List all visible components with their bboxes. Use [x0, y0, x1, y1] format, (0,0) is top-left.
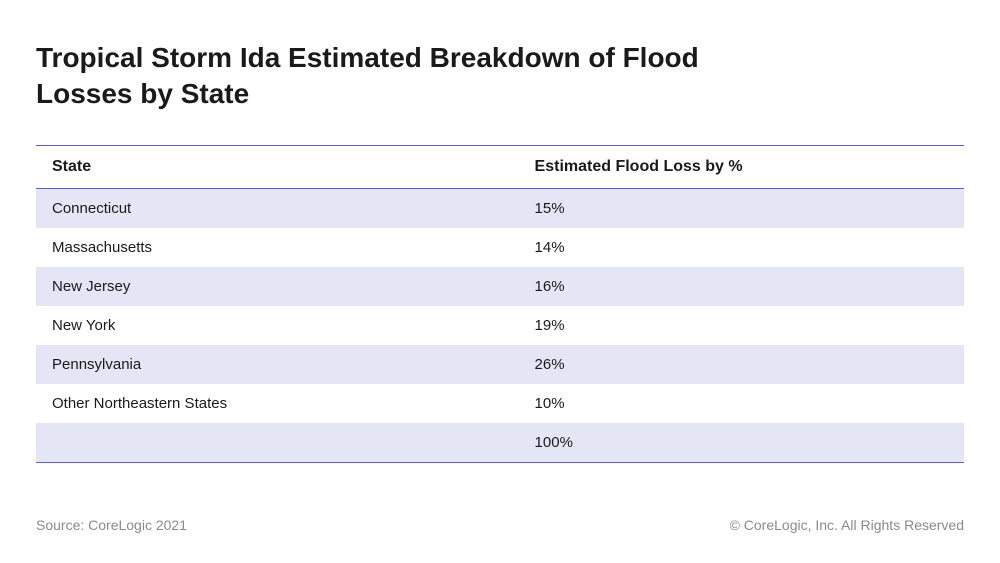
cell-value: 10%: [519, 384, 964, 423]
cell-state: Massachusetts: [36, 228, 519, 267]
copyright-text: © CoreLogic, Inc. All Rights Reserved: [730, 517, 964, 533]
cell-state: New Jersey: [36, 267, 519, 306]
flood-loss-table: State Estimated Flood Loss by % Connecti…: [36, 145, 964, 463]
table-row-total: 100%: [36, 423, 964, 463]
cell-state: Other Northeastern States: [36, 384, 519, 423]
table-row: New York 19%: [36, 306, 964, 345]
table-row: Massachusetts 14%: [36, 228, 964, 267]
footer: Source: CoreLogic 2021 © CoreLogic, Inc.…: [36, 517, 964, 533]
table-row: New Jersey 16%: [36, 267, 964, 306]
cell-value: 19%: [519, 306, 964, 345]
cell-value: 26%: [519, 345, 964, 384]
cell-value: 16%: [519, 267, 964, 306]
cell-state: New York: [36, 306, 519, 345]
table-row: Connecticut 15%: [36, 188, 964, 228]
table-row: Other Northeastern States 10%: [36, 384, 964, 423]
page-title: Tropical Storm Ida Estimated Breakdown o…: [36, 40, 736, 113]
cell-state: Pennsylvania: [36, 345, 519, 384]
cell-state: [36, 423, 519, 463]
cell-value: 14%: [519, 228, 964, 267]
table-header-row: State Estimated Flood Loss by %: [36, 145, 964, 188]
cell-value: 15%: [519, 188, 964, 228]
source-text: Source: CoreLogic 2021: [36, 517, 187, 533]
column-header-value: Estimated Flood Loss by %: [519, 145, 964, 188]
cell-value: 100%: [519, 423, 964, 463]
column-header-state: State: [36, 145, 519, 188]
table-row: Pennsylvania 26%: [36, 345, 964, 384]
cell-state: Connecticut: [36, 188, 519, 228]
